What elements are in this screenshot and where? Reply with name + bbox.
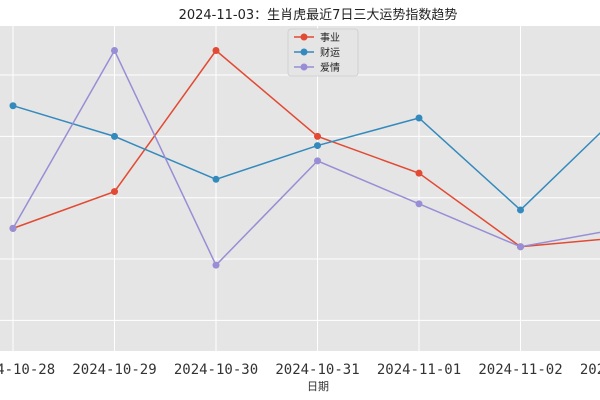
x-axis-label: 日期 bbox=[307, 380, 329, 393]
data-point bbox=[9, 102, 17, 110]
x-tick-label: 2024-10-31 bbox=[275, 362, 359, 378]
x-tick-label: 2024-11-03 bbox=[580, 362, 600, 378]
data-point bbox=[212, 261, 220, 269]
chart-title: 2024-11-03：生肖虎最近7日三大运势指数趋势 bbox=[179, 7, 458, 23]
x-tick-label: 2024-10-30 bbox=[174, 362, 258, 378]
data-point bbox=[415, 169, 423, 177]
data-point bbox=[517, 206, 524, 214]
data-point bbox=[111, 188, 118, 196]
data-point bbox=[314, 157, 321, 165]
x-tick-label: 2024-11-02 bbox=[478, 362, 562, 378]
legend-label: 爱情 bbox=[320, 61, 340, 74]
data-point bbox=[415, 200, 423, 208]
data-point bbox=[9, 224, 17, 232]
x-tick-label: 2024-11-01 bbox=[377, 362, 461, 378]
data-point bbox=[212, 47, 220, 55]
x-axis-ticks: 2024-10-28 2024-10-29 2024-10-30 2024-10-31… bbox=[0, 362, 600, 378]
data-point bbox=[212, 175, 220, 183]
series-lines bbox=[9, 47, 600, 269]
legend-marker bbox=[300, 48, 308, 56]
data-point bbox=[314, 132, 321, 140]
data-point bbox=[111, 47, 118, 55]
legend-label: 事业 bbox=[320, 31, 340, 44]
data-point bbox=[111, 132, 118, 140]
legend-label: 财运 bbox=[320, 46, 340, 59]
data-point bbox=[415, 114, 423, 122]
data-point bbox=[314, 142, 321, 150]
legend-marker bbox=[300, 63, 308, 71]
x-tick-label: 2024-10-29 bbox=[72, 362, 156, 378]
plot-area bbox=[0, 26, 600, 351]
data-point bbox=[517, 243, 524, 251]
x-tick-label: 2024-10-28 bbox=[0, 362, 55, 378]
legend-marker bbox=[300, 33, 308, 41]
